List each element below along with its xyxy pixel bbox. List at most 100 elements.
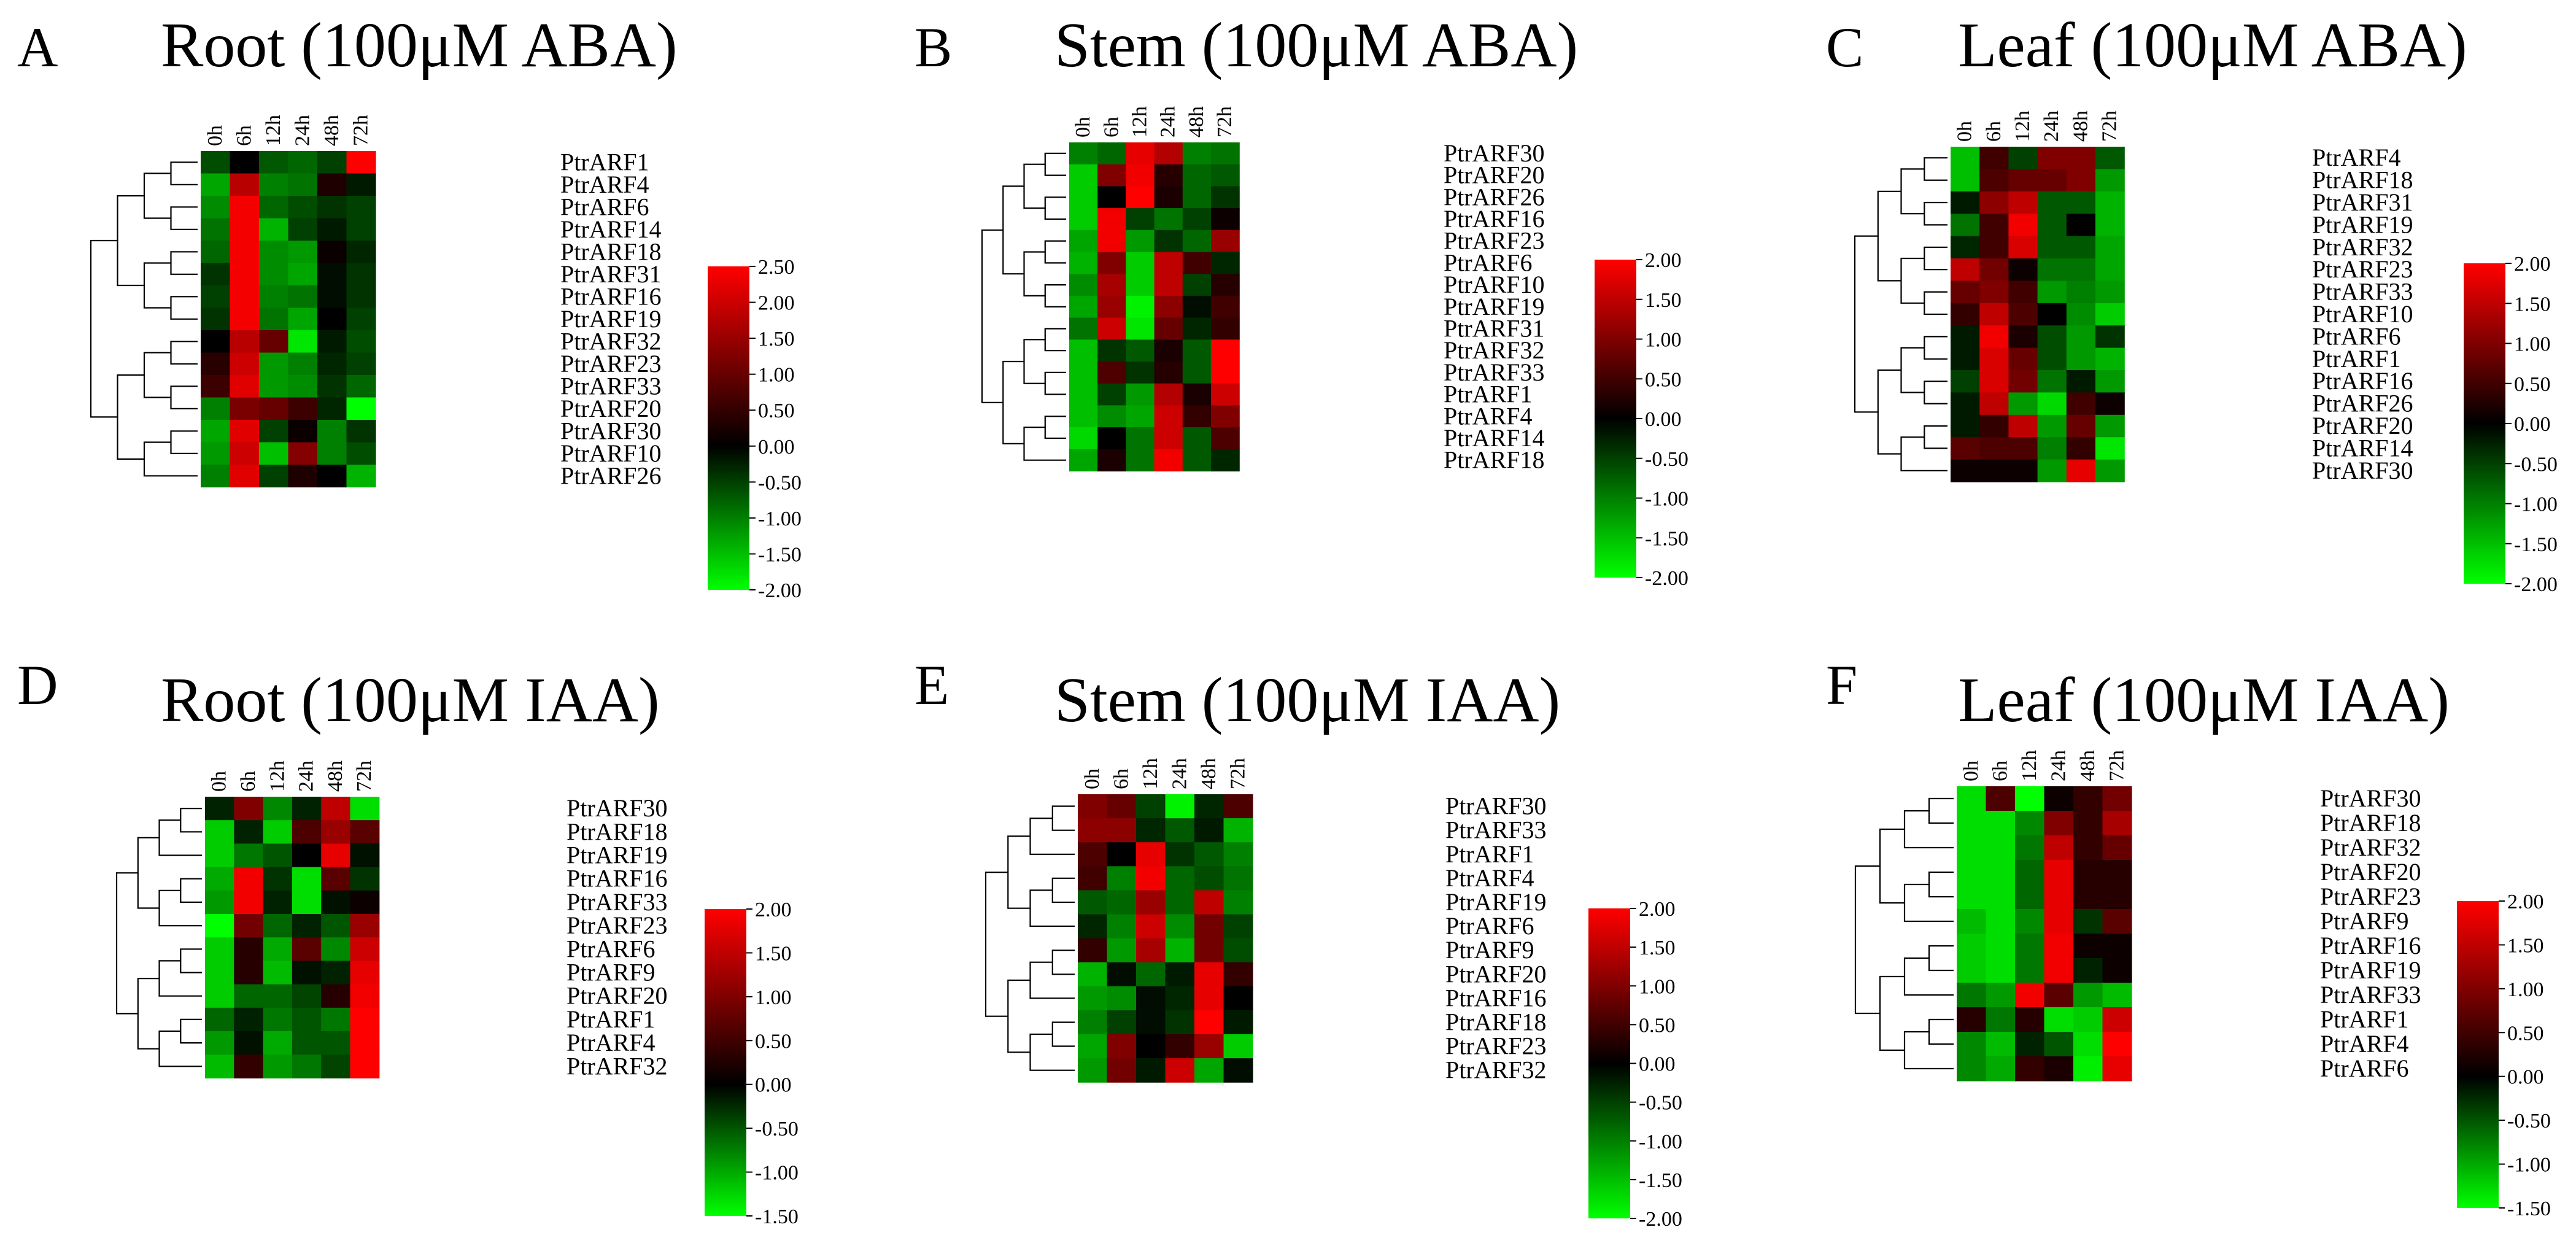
- heatmap-cell: [2044, 1007, 2074, 1032]
- heatmap-cell: [2102, 811, 2132, 836]
- heatmap-cell: [1951, 370, 1980, 393]
- dendrogram-branch: [1879, 828, 1905, 904]
- panel-label: C: [1826, 16, 1863, 79]
- heatmap-cell: [259, 241, 289, 264]
- column-label: 48h: [1197, 758, 1220, 789]
- row-label: PtrARF30: [2320, 784, 2421, 812]
- heatmap-cell: [1979, 169, 2009, 192]
- heatmap-cell: [346, 308, 376, 331]
- column-label: 0h: [1081, 768, 1104, 789]
- heatmap-cell: [1069, 405, 1098, 428]
- heatmap-cell: [205, 1031, 234, 1055]
- column-label: 48h: [324, 760, 347, 792]
- heatmap-cell: [1154, 383, 1183, 406]
- row-label: PtrARF1: [560, 148, 649, 176]
- dendrogram-branch: [170, 161, 198, 185]
- heatmap-cell: [1097, 142, 1126, 165]
- heatmap-cell: [1097, 295, 1126, 319]
- heatmap-cell: [1182, 317, 1212, 340]
- scale-tick-label: 1.50: [755, 942, 792, 965]
- dendrogram-branch: [90, 239, 118, 418]
- heatmap-cell: [2102, 1056, 2132, 1082]
- heatmap-cell: [1107, 890, 1137, 915]
- heatmap-cell: [234, 797, 264, 821]
- heatmap-cell: [1097, 186, 1126, 209]
- heatmap-cell: [2095, 236, 2125, 259]
- heatmap-cell: [1194, 890, 1224, 915]
- column-label: 12h: [1139, 758, 1162, 789]
- row-label: PtrARF23: [1445, 1032, 1547, 1060]
- heatmap-cell: [1136, 1058, 1166, 1083]
- heatmap-cell: [201, 308, 231, 331]
- heatmap-cell: [2008, 414, 2038, 438]
- heatmap-cell: [2095, 370, 2125, 393]
- heatmap-cell: [1211, 208, 1240, 231]
- row-label: PtrARF9: [1445, 936, 1534, 964]
- column-label: 48h: [2069, 110, 2092, 142]
- dendrogram-branch: [170, 430, 198, 454]
- heatmap-cell: [259, 352, 289, 376]
- column-label: 0h: [1072, 117, 1094, 137]
- heatmap-cell: [201, 397, 231, 420]
- heatmap-cell: [2044, 1056, 2074, 1082]
- heatmap-cell: [234, 820, 264, 844]
- row-label: PtrARF6: [567, 935, 656, 962]
- column-label: 0h: [1960, 760, 1982, 781]
- heatmap-cell: [346, 352, 376, 376]
- row-label: PtrARF30: [560, 417, 662, 444]
- heatmap-cell: [1211, 405, 1240, 428]
- dendrogram-branch: [1044, 152, 1066, 176]
- heatmap-cell: [350, 914, 380, 938]
- heatmap-cell: [263, 914, 293, 938]
- heatmap-cell: [288, 420, 318, 443]
- heatmap-cell: [346, 442, 376, 465]
- heatmap-cell: [1182, 230, 1212, 253]
- heatmap-cell: [292, 961, 322, 985]
- heatmap-cell: [2008, 258, 2038, 281]
- heatmap-cell: [346, 285, 376, 309]
- scale-tick-label: 0.50: [2507, 1022, 2544, 1045]
- heatmap-cell: [1211, 142, 1240, 165]
- heatmap-cell: [1126, 405, 1155, 428]
- heatmap-cell: [321, 914, 351, 938]
- heatmap-cell: [1078, 818, 1108, 843]
- row-label: PtrARF32: [560, 327, 662, 355]
- row-label: PtrARF6: [2312, 322, 2401, 350]
- heatmap-cell: [201, 420, 231, 443]
- scale-tick-label: -1.00: [758, 508, 802, 530]
- dendrogram-branch: [1051, 1021, 1075, 1047]
- scale-tick-label: 2.50: [758, 256, 795, 279]
- heatmap-cell: [1069, 339, 1098, 362]
- heatmap-cell: [2037, 414, 2067, 438]
- heatmap-cell: [288, 218, 318, 241]
- heatmap-cell: [2044, 835, 2074, 861]
- heatmap-cell: [317, 465, 347, 488]
- heatmap-cell: [346, 218, 376, 241]
- heatmap-cell: [230, 173, 260, 196]
- dendrogram-branch: [1924, 291, 1947, 315]
- column-label: 24h: [2047, 750, 2070, 781]
- heatmap-cell: [1154, 405, 1183, 428]
- dendrogram-branch: [1877, 369, 1901, 455]
- heatmap-cell: [201, 465, 231, 488]
- dendrogram-branch: [1903, 1031, 1954, 1070]
- heatmap-cell: [1979, 258, 2009, 281]
- heatmap-cell: [263, 843, 293, 868]
- dendrogram-branch: [1023, 427, 1066, 461]
- scale-tick-label: 0.50: [1645, 368, 1682, 391]
- heatmap-cell: [1154, 295, 1183, 319]
- heatmap-cell: [259, 442, 289, 465]
- heatmap-cell: [350, 1054, 380, 1078]
- heatmap-cell: [2008, 303, 2038, 326]
- row-label: PtrARF30: [1444, 139, 1545, 167]
- scale-tick-label: 0.00: [758, 436, 795, 459]
- heatmap-cell: [230, 263, 260, 286]
- scale-tick-label: 2.00: [1645, 249, 1682, 272]
- scale-tick-label: 1.00: [755, 986, 792, 1009]
- scale-tick-label: -1.50: [2514, 533, 2558, 556]
- heatmap-cell: [2008, 325, 2038, 349]
- heatmap-cell: [2073, 934, 2103, 959]
- heatmap-cell: [1154, 449, 1183, 472]
- dendrogram-branch: [1007, 979, 1031, 1053]
- row-label: PtrARF32: [567, 1052, 668, 1080]
